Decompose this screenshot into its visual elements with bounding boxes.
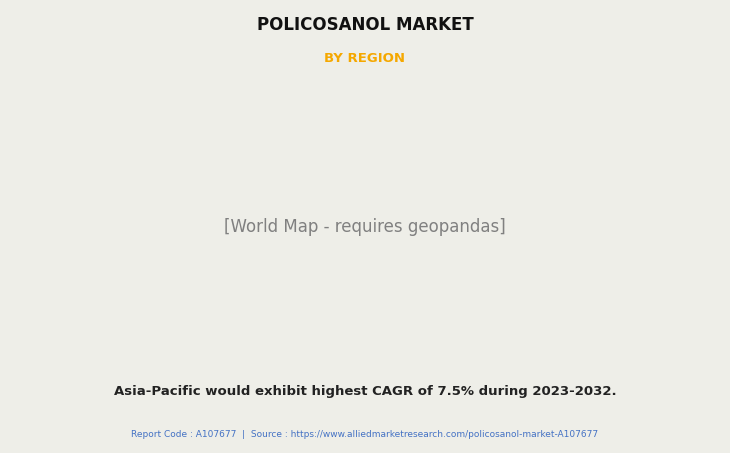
Text: Report Code : A107677  |  Source : https://www.alliedmarketresearch.com/policosa: Report Code : A107677 | Source : https:/… <box>131 430 599 439</box>
Text: Asia-Pacific would exhibit highest CAGR of 7.5% during 2023-2032.: Asia-Pacific would exhibit highest CAGR … <box>114 386 616 398</box>
Text: POLICOSANOL MARKET: POLICOSANOL MARKET <box>257 16 473 34</box>
Text: [World Map - requires geopandas]: [World Map - requires geopandas] <box>224 217 506 236</box>
Text: BY REGION: BY REGION <box>325 53 405 65</box>
